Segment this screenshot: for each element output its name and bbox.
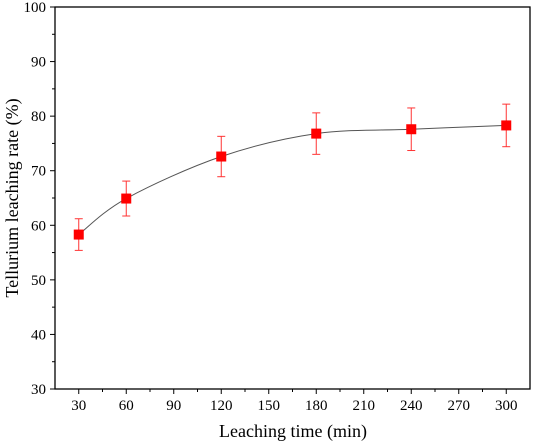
x-tick-labels: 30 60 90 120 150 180 210 240 270 300 (71, 398, 517, 414)
x-tick-label: 270 (448, 398, 471, 414)
data-point (216, 151, 227, 162)
y-tick-label: 30 (31, 382, 46, 398)
x-tick-label: 150 (258, 398, 281, 414)
y-tick-label: 40 (31, 327, 46, 343)
data-point (73, 229, 84, 240)
y-tick-label: 80 (31, 109, 46, 125)
x-tick-label: 300 (495, 398, 518, 414)
x-tick-label: 60 (119, 398, 134, 414)
x-tick-label: 180 (305, 398, 328, 414)
y-tick-label: 60 (31, 218, 46, 234)
x-tick-label: 210 (353, 398, 376, 414)
y-tick-label: 50 (31, 273, 46, 289)
y-tick-label: 70 (31, 164, 46, 180)
error-bars (74, 103, 511, 251)
y-tick-label: 100 (24, 0, 47, 16)
data-point (501, 120, 512, 131)
x-tick-label: 90 (166, 398, 181, 414)
data-point (311, 128, 322, 139)
x-tick-label: 30 (71, 398, 86, 414)
y-axis-title: Tellurium leaching rate (%) (2, 98, 23, 297)
x-tick-label: 240 (400, 398, 423, 414)
y-tick-label: 90 (31, 55, 46, 71)
tick-marks (50, 6, 507, 394)
series-line (78, 124, 507, 235)
data-points (73, 120, 512, 240)
y-tick-labels: 30 40 50 60 70 80 90 100 (24, 0, 47, 398)
x-axis-title: Leaching time (min) (219, 421, 367, 441)
data-point (121, 193, 132, 204)
x-tick-label: 120 (210, 398, 233, 414)
data-point (406, 124, 417, 135)
